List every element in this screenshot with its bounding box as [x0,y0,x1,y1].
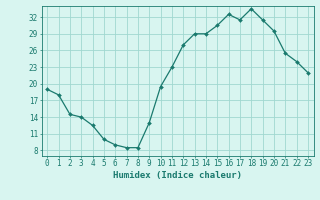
X-axis label: Humidex (Indice chaleur): Humidex (Indice chaleur) [113,171,242,180]
